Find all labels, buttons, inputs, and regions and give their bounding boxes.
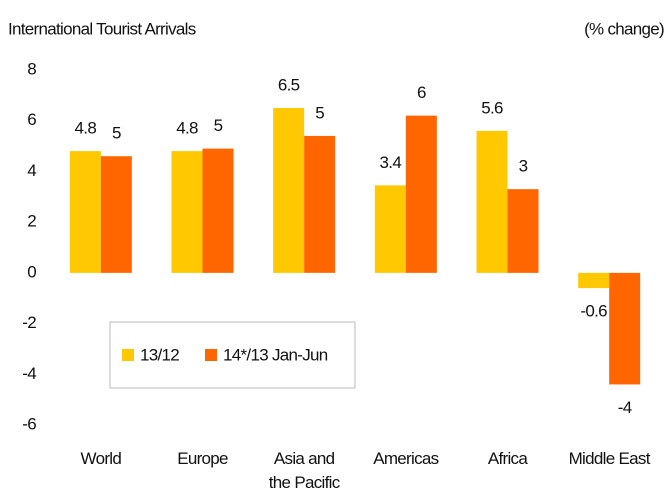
bar <box>374 185 406 273</box>
data-label: 5 <box>112 124 121 143</box>
data-label: 5 <box>315 103 324 122</box>
bar <box>304 135 336 273</box>
bar <box>578 272 610 289</box>
bar <box>609 272 641 385</box>
legend-box <box>109 321 356 389</box>
x-tick-label: Africa <box>487 449 528 468</box>
data-label: 6 <box>417 83 426 102</box>
x-tick-label: World <box>80 449 122 468</box>
data-label: 6.5 <box>278 76 300 95</box>
data-label: 4.8 <box>75 119 97 138</box>
bar <box>476 130 508 273</box>
bar <box>69 151 101 273</box>
x-tick-label: Asia and the Pacific <box>268 449 340 492</box>
data-label: 4.8 <box>176 119 198 138</box>
bar <box>171 151 203 273</box>
data-label: 5.6 <box>481 98 503 117</box>
legend-swatch <box>122 349 134 361</box>
chart-title: International Tourist Arrivals <box>8 19 196 38</box>
y-tick-label: 0 <box>27 262 36 281</box>
y-tick-label: -6 <box>22 414 36 433</box>
x-tick-label: Middle East <box>568 449 651 468</box>
y-tick-label: 6 <box>27 110 36 129</box>
bar <box>507 189 539 273</box>
bar <box>405 115 437 273</box>
bar <box>273 108 305 273</box>
data-label: -4 <box>618 398 632 417</box>
y-tick-label: -4 <box>22 364 36 383</box>
data-label: 3 <box>519 157 528 176</box>
legend-label: 13/12 <box>140 345 179 364</box>
x-tick-label: Americas <box>373 449 439 468</box>
chart-subtitle: (% change) <box>584 19 664 38</box>
bar <box>100 156 132 273</box>
data-label: 3.4 <box>380 153 402 172</box>
y-tick-label: -2 <box>22 313 36 332</box>
bar <box>202 148 234 273</box>
legend-label: 14*/13 Jan-Jun <box>223 345 328 364</box>
x-tick-label: Europe <box>177 449 228 468</box>
data-label: -0.6 <box>580 302 607 321</box>
y-tick-label: 2 <box>27 212 36 231</box>
legend-swatch <box>205 349 217 361</box>
y-tick-label: 4 <box>27 161 36 180</box>
y-tick-label: 8 <box>27 59 36 78</box>
data-label: 5 <box>214 116 223 135</box>
